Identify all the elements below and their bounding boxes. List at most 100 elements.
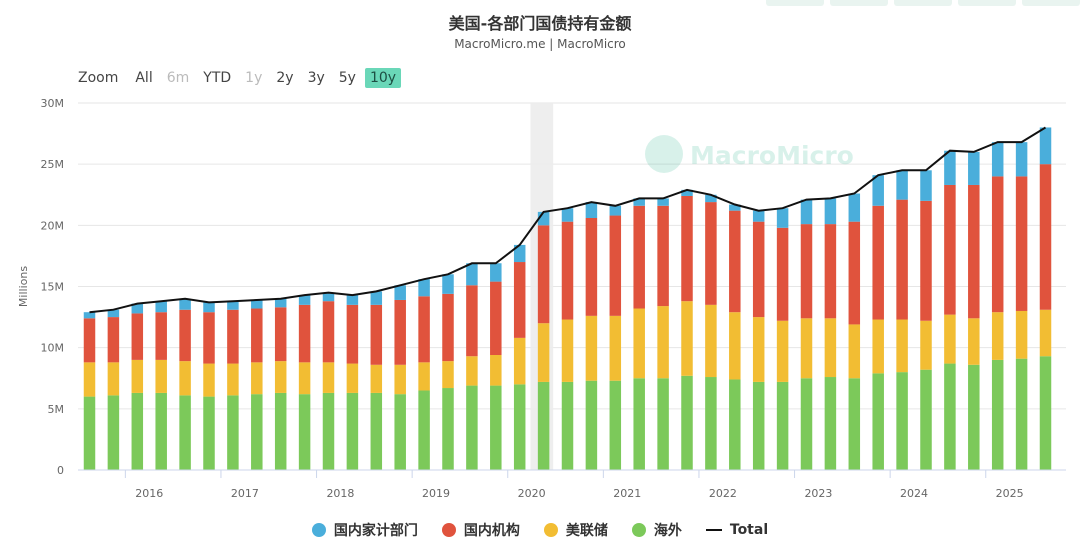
bar-segment <box>107 395 120 470</box>
top-tab[interactable] <box>894 0 952 6</box>
bar-segment <box>633 205 645 309</box>
bar-segment <box>298 394 311 470</box>
zoom-6m-button[interactable]: 6m <box>166 70 190 86</box>
x-tick-label: 2020 <box>518 487 546 500</box>
top-tab[interactable] <box>1022 0 1080 6</box>
top-tab-strip <box>760 0 1080 6</box>
bar-segment <box>274 392 287 470</box>
bar-segment <box>322 292 335 302</box>
top-tab[interactable] <box>958 0 1016 6</box>
bar-segment <box>705 194 717 203</box>
legend-label: 国内家计部门 <box>333 523 418 539</box>
bar-segment <box>83 318 96 363</box>
bar-segment <box>752 381 765 470</box>
legend-label: 海外 <box>653 523 682 539</box>
bar-segment <box>896 199 908 320</box>
bar-segment <box>991 176 1004 313</box>
bar-segment <box>251 299 263 309</box>
legend-item-households[interactable]: 国内家计部门 <box>311 520 418 540</box>
bar-segment <box>513 384 526 470</box>
top-tab[interactable] <box>830 0 888 6</box>
bar-segment <box>370 291 383 305</box>
bar-segment <box>585 315 598 381</box>
bar-segment <box>729 210 741 313</box>
zoom-2y-button[interactable]: 2y <box>276 70 294 86</box>
bar-segment <box>179 395 191 470</box>
bar-segment <box>824 224 837 319</box>
bar-segment <box>681 375 693 470</box>
legend-item-institutions[interactable]: 国内机构 <box>441 520 520 540</box>
bar-segment <box>585 380 598 470</box>
y-tick-label: 10M <box>41 342 65 355</box>
zoom-10y-button[interactable]: 10y <box>364 68 402 88</box>
y-tick-label: 25M <box>41 158 65 171</box>
top-tab[interactable] <box>766 0 824 6</box>
legend-item-fed[interactable]: 美联储 <box>543 520 608 540</box>
bar-segment <box>155 359 167 393</box>
bar-segment <box>776 381 789 470</box>
bar-segment <box>872 373 884 470</box>
y-tick-label: 20M <box>41 219 65 232</box>
x-tick-label: 2025 <box>996 487 1024 500</box>
bar-segment <box>203 363 215 397</box>
bar-segment <box>872 175 884 206</box>
bar-segment <box>155 392 167 470</box>
chart-title: 美国-各部门国债持有金额 <box>448 14 632 33</box>
zoom-1y-button[interactable]: 1y <box>245 70 263 86</box>
x-tick-label: 2021 <box>613 487 641 500</box>
bar-segment <box>179 298 191 310</box>
bar-segment <box>370 304 383 365</box>
zoom-5y-button[interactable]: 5y <box>338 70 356 86</box>
bar-segment <box>968 151 980 185</box>
bar-segment <box>107 362 120 396</box>
bar-segment <box>968 184 980 319</box>
bar-segment <box>298 362 311 395</box>
bar-segment <box>657 306 669 379</box>
y-tick-label: 15M <box>41 281 65 294</box>
bar-segment <box>537 211 550 226</box>
bar-segment <box>442 293 454 362</box>
bar-segment <box>442 274 454 294</box>
bar-segment <box>370 364 383 393</box>
bar-segment <box>227 309 239 364</box>
bar-segment <box>920 170 932 201</box>
bar-segment <box>944 184 956 315</box>
x-tick-label: 2018 <box>326 487 354 500</box>
bar-segment <box>1039 309 1052 357</box>
legend-item-total[interactable]: Total <box>705 522 768 538</box>
bar-segment <box>251 394 263 470</box>
bar-segment <box>681 301 693 376</box>
bar-segment <box>609 205 622 216</box>
bar-segment <box>1039 127 1052 165</box>
bar-segment <box>490 263 502 282</box>
bar-segment <box>322 301 335 363</box>
zoom-all-button[interactable]: All <box>135 70 153 86</box>
bar-segment <box>968 364 980 470</box>
bar-segment <box>800 199 813 225</box>
bar-segment <box>991 359 1004 470</box>
bar-segment <box>131 392 144 470</box>
zoom-ytd-button[interactable]: YTD <box>203 70 232 86</box>
legend-item-foreign[interactable]: 海外 <box>631 520 682 540</box>
bar-segment <box>896 319 908 373</box>
bar-segment <box>394 394 406 470</box>
bar-segment <box>752 210 765 222</box>
watermark-text: MacroMicro <box>690 141 854 170</box>
bar-segment <box>872 205 884 320</box>
bar-segment <box>585 217 598 316</box>
bar-segment <box>251 362 263 395</box>
bar-segment <box>107 317 120 363</box>
bar-segment <box>513 262 526 338</box>
bar-segment <box>418 279 430 297</box>
bar-segment <box>585 202 598 218</box>
bar-segment <box>800 318 813 379</box>
bar-segment <box>179 361 191 396</box>
bar-segment <box>609 380 622 470</box>
bar-segment <box>179 309 191 362</box>
bar-segment <box>322 362 335 393</box>
bar-segment <box>944 363 956 470</box>
zoom-label: Zoom <box>78 70 119 86</box>
bar-segment <box>466 263 478 286</box>
zoom-3y-button[interactable]: 3y <box>307 70 325 86</box>
